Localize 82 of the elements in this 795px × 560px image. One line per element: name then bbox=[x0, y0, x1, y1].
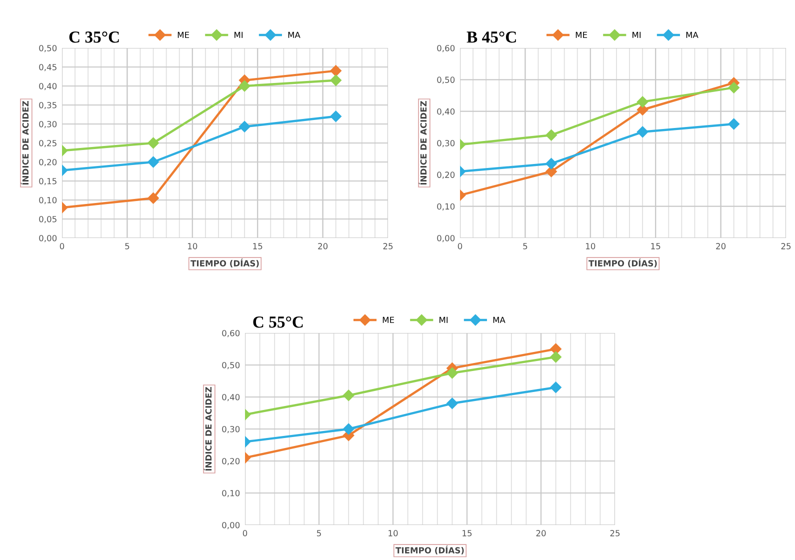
y-axis-title: ÍNDICE DE ACIDEZ bbox=[20, 101, 29, 185]
y-tick-label: 0,20 bbox=[39, 158, 57, 166]
x-tick-label: 10 bbox=[388, 530, 398, 536]
point bbox=[546, 158, 557, 170]
y-tick-label: 0,50 bbox=[437, 76, 455, 84]
y-tick-label: 0,30 bbox=[437, 140, 455, 148]
chart-title: B 45°C bbox=[466, 31, 516, 43]
x-tick-label: 20 bbox=[536, 530, 546, 536]
legend-label: MI bbox=[234, 32, 243, 38]
legend-label: MI bbox=[440, 316, 448, 323]
point bbox=[550, 382, 562, 394]
y-axis-title: ÍNDICE DE ACIDEZ bbox=[204, 387, 212, 471]
y-tick-label: 0,00 bbox=[39, 234, 57, 242]
y-tick-label: 0,60 bbox=[437, 44, 455, 52]
y-tick-label: 0,40 bbox=[39, 82, 57, 90]
y-tick-label: 0,50 bbox=[222, 362, 240, 370]
y-tick-label: 0,10 bbox=[39, 196, 57, 204]
x-tick-label: 15 bbox=[651, 243, 660, 250]
legend-label: MA bbox=[288, 32, 300, 38]
point bbox=[238, 80, 250, 92]
y-tick-label: 0,35 bbox=[39, 102, 56, 110]
point bbox=[330, 65, 342, 76]
x-tick-label: 10 bbox=[188, 243, 198, 250]
point bbox=[330, 74, 342, 86]
point bbox=[342, 390, 354, 402]
y-tick-label: 0,60 bbox=[222, 330, 240, 338]
point bbox=[148, 137, 159, 149]
point bbox=[728, 118, 740, 130]
x-tick-label: 15 bbox=[253, 243, 262, 250]
point bbox=[446, 398, 458, 410]
x-tick-label: 0 bbox=[458, 243, 462, 250]
y-tick-label: 0,00 bbox=[222, 522, 240, 530]
x-tick-label: 20 bbox=[716, 243, 726, 250]
legend-label: ME bbox=[382, 316, 394, 323]
y-tick-label: 0,00 bbox=[437, 234, 455, 242]
point bbox=[550, 351, 562, 363]
legend-label: ME bbox=[576, 32, 588, 38]
x-tick-label: 5 bbox=[316, 530, 321, 536]
y-tick-label: 0,05 bbox=[39, 216, 56, 224]
y-tick-label: 0,30 bbox=[222, 426, 240, 434]
y-tick-label: 0,50 bbox=[39, 44, 57, 52]
point bbox=[148, 156, 159, 168]
x-tick-label: 20 bbox=[318, 243, 328, 250]
x-tick-label: 0 bbox=[242, 530, 248, 536]
point bbox=[636, 96, 648, 108]
y-axis-title: ÍNDICE DE ACIDEZ bbox=[418, 101, 427, 185]
chart-title: C 35°C bbox=[69, 31, 119, 43]
x-tick-label: 5 bbox=[125, 243, 130, 250]
y-tick-label: 0,20 bbox=[222, 458, 240, 466]
x-tick-label: 5 bbox=[523, 243, 528, 250]
point bbox=[636, 104, 648, 116]
x-tick-label: 0 bbox=[60, 243, 64, 250]
x-tick-label: 25 bbox=[610, 530, 620, 536]
x-axis-title: TIEMPO (DÍAS) bbox=[588, 258, 657, 268]
x-tick-label: 25 bbox=[781, 243, 791, 250]
chart-title: C 55°C bbox=[253, 316, 303, 328]
y-tick-label: 0,15 bbox=[39, 178, 56, 186]
point bbox=[728, 82, 740, 94]
y-tick-label: 0,40 bbox=[222, 394, 240, 402]
x-tick-label: 25 bbox=[383, 243, 393, 250]
point bbox=[636, 126, 648, 138]
legend-label: MA bbox=[686, 32, 698, 38]
x-tick-label: 15 bbox=[462, 530, 472, 536]
point bbox=[330, 110, 342, 122]
legend-label: ME bbox=[178, 32, 190, 38]
x-axis-title: TIEMPO (DÍAS) bbox=[190, 258, 259, 268]
point bbox=[148, 192, 159, 204]
legend-label: MI bbox=[632, 32, 641, 38]
y-tick-label: 0,10 bbox=[222, 490, 240, 498]
y-tick-label: 0,40 bbox=[437, 108, 455, 116]
x-tick-label: 10 bbox=[586, 243, 596, 250]
point bbox=[446, 367, 458, 379]
y-tick-label: 0,25 bbox=[39, 140, 56, 148]
y-tick-label: 0,20 bbox=[437, 172, 455, 179]
point bbox=[546, 129, 557, 141]
y-tick-label: 0,45 bbox=[39, 64, 56, 72]
y-tick-label: 0,10 bbox=[437, 203, 455, 210]
x-axis-title: TIEMPO (DÍAS) bbox=[396, 546, 464, 554]
legend-label: MA bbox=[493, 316, 506, 323]
y-tick-label: 0,30 bbox=[39, 120, 57, 128]
point bbox=[238, 121, 250, 132]
point bbox=[342, 423, 354, 435]
